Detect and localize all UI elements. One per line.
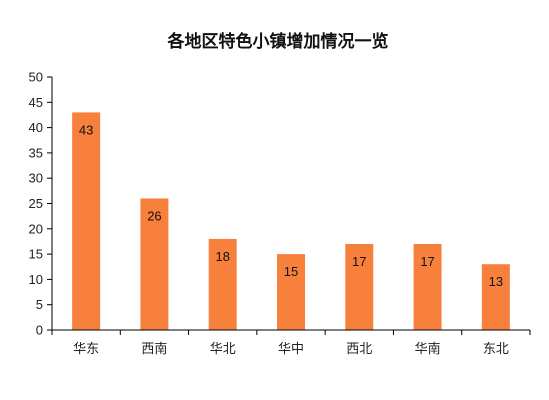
- y-tick-label: 5: [36, 297, 43, 312]
- bar-1: [140, 198, 169, 330]
- chart-title: 各地区特色小镇增加情况一览: [167, 31, 389, 52]
- data-label: 18: [215, 249, 229, 264]
- data-label: 26: [147, 208, 161, 223]
- y-tick-label: 30: [29, 171, 43, 186]
- bar-6: [481, 264, 510, 330]
- data-label: 13: [489, 274, 503, 289]
- y-tick-label: 20: [29, 221, 43, 236]
- x-category-label: 华中: [278, 342, 304, 357]
- data-label: 17: [420, 254, 434, 269]
- data-label: 43: [79, 122, 93, 137]
- y-tick-label: 25: [29, 196, 43, 211]
- bar-4: [345, 243, 374, 330]
- bar-5: [413, 243, 442, 330]
- data-label: 17: [352, 254, 366, 269]
- x-category-label: 华南: [415, 341, 441, 357]
- y-axis-ticks: 0 5 10 15 20 25 30 35 40 45 50: [29, 70, 531, 338]
- x-category-label: 西北: [346, 342, 372, 357]
- bar-0: [72, 112, 101, 330]
- data-label: 15: [284, 264, 298, 279]
- x-category-label: 西南: [141, 341, 167, 357]
- x-category-label: 华东: [73, 342, 99, 357]
- bar-3: [277, 254, 305, 330]
- y-tick-label: 45: [29, 95, 43, 110]
- x-axis-labels: 华东 西南 华北 华中 西北 华南 东北: [73, 341, 509, 357]
- data-labels: 43 26 18 15 17 17 13: [79, 122, 503, 289]
- x-category-label: 东北: [483, 342, 509, 357]
- y-tick-label: 35: [29, 145, 43, 160]
- bars: [72, 112, 510, 330]
- y-tick-label: 15: [29, 247, 43, 262]
- y-tick-label: 50: [29, 70, 43, 85]
- bar-2: [208, 238, 237, 330]
- y-tick-label: 10: [29, 272, 43, 287]
- y-tick-label: 0: [36, 323, 43, 338]
- x-category-label: 华北: [210, 342, 236, 357]
- y-tick-label: 40: [29, 120, 43, 135]
